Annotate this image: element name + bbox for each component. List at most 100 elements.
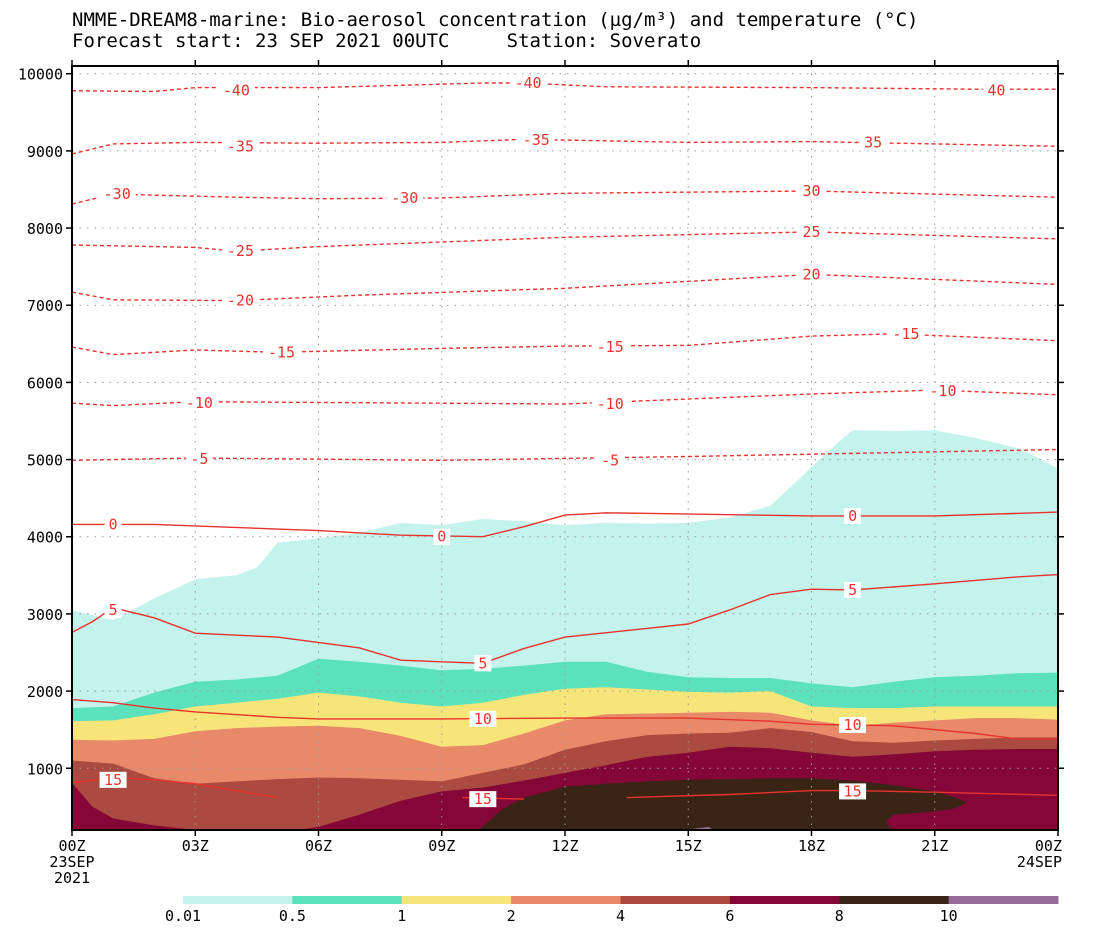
contour-label-bg [844,581,862,598]
contour-label: 5 [478,654,487,672]
temperature-contour [72,389,1058,407]
contour-label: 15 [474,790,492,808]
contour-label: 20 [802,265,820,283]
y-tick-label: 9000 [27,143,63,161]
colorbar-swatch [948,896,1059,904]
y-tick-label: 8000 [27,220,63,238]
contour-label: -40 [223,82,250,100]
contour-label: 5 [848,581,857,599]
colorbar-label: 8 [835,907,844,925]
contour-label-bg [517,132,555,149]
contour-label: 15 [104,771,122,789]
x-tick-label: 15Z [675,837,702,855]
temperature-contour [72,231,1058,252]
x-tick-label: 06Z [305,837,332,855]
contour-label-bg [844,507,862,524]
contour-label: 10 [474,710,492,728]
contour-label-bg [596,452,624,469]
colorbar-label: 2 [507,907,516,925]
colorbar-swatch [292,896,403,904]
contour-label: -30 [391,189,418,207]
contour-label: -35 [227,137,254,155]
colorbar-swatch [729,896,840,904]
contour-label: -35 [523,131,550,149]
contour-label: -15 [597,338,624,356]
contour-label-bg [798,183,825,200]
contour-label-bg [221,243,259,260]
contour-label-bg [99,771,127,788]
contour-label-bg [221,292,259,309]
y-tick-label: 3000 [27,606,63,624]
contour-label: -10 [929,382,956,400]
contour-label: 0 [848,507,857,525]
contour-label: 0 [109,515,118,533]
contour-label: -15 [268,343,295,361]
y-tick-label: 7000 [27,297,63,315]
temperature-contour [72,190,1058,205]
y-tick-label: 10000 [18,66,63,84]
contour-label-bg [180,395,218,412]
contour-label: -15 [892,325,919,343]
contour-label-bg [859,134,887,151]
temperature-contour [72,776,278,799]
contour-label-bg [798,223,825,240]
colorbar-swatch [620,896,731,904]
axes: 1000200030004000500060007000800090001000… [18,60,1064,887]
temperature-contour [72,448,1058,462]
y-tick-label: 6000 [27,374,63,392]
contour-label: 25 [802,223,820,241]
colorbar-label: 0.01 [165,907,201,925]
x-tick-label: 09Z [428,837,455,855]
contour-label-bg [924,382,962,399]
colorbar-label: 6 [725,907,734,925]
x-tick-label: 24SEP [1017,853,1062,871]
contour-label-bg [433,528,451,545]
colorbar-label: 1 [397,907,406,925]
y-tick-label: 5000 [27,452,63,470]
x-tick-label: 18Z [798,837,825,855]
colorbar-label: 10 [940,907,958,925]
x-tick-label: 00Z [1035,837,1062,855]
contour-label: 0 [437,528,446,546]
chart-title: NMME-DREAM8-marine: Bio-aerosol concentr… [72,9,919,31]
contour-label-bg [887,325,925,342]
colorbar-swatch [839,896,950,904]
contour-label-bg [798,266,825,283]
contour-labels: -40 -40 40 -35 -35 35 -30 -30 30 -25 25 -20 20 -15 -15… [98,74,1010,808]
colorbar: 0.01 0.5 1 2 4 6 8 10 [165,896,1059,925]
temperature-contour [72,698,1058,740]
contour-label: 30 [802,182,820,200]
contour-label: -40 [514,74,541,92]
colorbar-swatch [511,896,621,904]
colorbar-label: 4 [616,907,625,925]
contour-label: 15 [844,782,862,800]
temperature-contour [72,273,1058,302]
x-tick-label: 12Z [551,837,578,855]
x-tick-label: 00Z [58,837,85,855]
contour-label-bg [185,450,213,467]
y-tick-label: 1000 [27,760,63,778]
contour-label-bg [982,82,1010,99]
x-tick-label: 03Z [182,837,209,855]
contour-label-bg [263,344,301,361]
contour-label-bg [221,138,259,155]
x-tick-label: 2021 [54,869,90,887]
contour-label: -10 [597,395,624,413]
contour-label: -10 [186,394,213,412]
contour-label-bg [104,602,122,619]
contour-label-bg [217,82,255,99]
contour-label: -5 [190,450,208,468]
temperature-contour [72,82,1058,93]
contour-label-bg [104,516,122,533]
contour-label-bg [98,186,136,203]
contour-label: -20 [227,292,254,310]
contour-label: 5 [109,601,118,619]
colorbar-swatch [183,896,293,904]
contour-label-bg [839,717,867,734]
contour-label-bg [839,783,867,800]
contour-label-bg [386,189,424,206]
contour-label: -5 [601,451,619,469]
colorbar-label: 0.5 [279,907,306,925]
y-tick-label: 4000 [27,529,63,547]
